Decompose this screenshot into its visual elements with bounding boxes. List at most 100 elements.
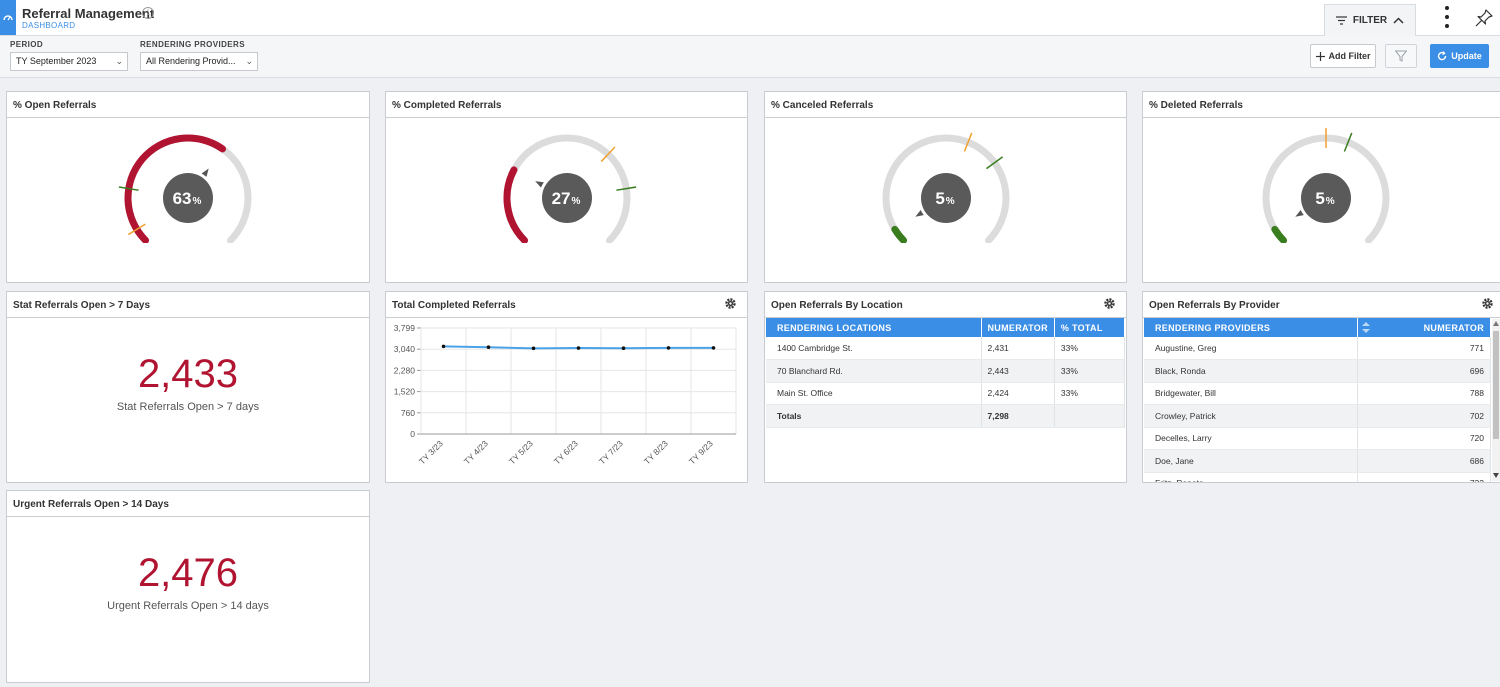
period-select-value: TY September 2023: [16, 56, 97, 66]
period-select[interactable]: TY September 2023 ⌄: [10, 52, 128, 71]
y-tick-label: 3,799: [394, 323, 416, 333]
data-point: [576, 346, 581, 350]
filter-bar: PERIOD TY September 2023 ⌄ RENDERING PRO…: [0, 36, 1500, 78]
gauge-card-canceled-referrals: % Canceled Referrals 5%: [764, 91, 1127, 283]
location-percent: 33%: [1054, 359, 1126, 383]
y-tick-label: 0: [410, 429, 415, 439]
table-row[interactable]: Main St. Office 2,424 33%: [766, 382, 1126, 405]
data-point: [441, 344, 446, 349]
provider-name: Bridgewater, Bill: [1144, 382, 1358, 405]
app-menu-tab[interactable]: [0, 0, 16, 35]
totals-row: Totals 7,298: [766, 404, 1126, 428]
total-completed-referrals-card: Total Completed Referrals 3,799 3,040 2,28…: [385, 291, 748, 483]
top-bar: Referral Management i DASHBOARD FILTER: [0, 0, 1500, 36]
gauge-value-arc: [503, 166, 528, 243]
column-header[interactable]: NUMERATOR: [981, 318, 1055, 337]
scroll-down-arrow-icon[interactable]: [1493, 473, 1499, 478]
add-filter-button[interactable]: Add Filter: [1310, 44, 1376, 68]
table-row[interactable]: Black, Ronda 696: [1144, 359, 1491, 383]
column-header[interactable]: % TOTAL: [1054, 318, 1126, 337]
card-title: Open Referrals By Location: [771, 300, 903, 311]
location-percent: 33%: [1054, 382, 1126, 405]
column-header[interactable]: RENDERING PROVIDERS: [1144, 318, 1358, 337]
card-title: % Deleted Referrals: [1149, 100, 1243, 111]
provider-name: Augustine, Greg: [1144, 337, 1358, 360]
column-header[interactable]: NUMERATOR: [1357, 318, 1491, 337]
gauge-hub: [920, 173, 971, 223]
app-subtitle: DASHBOARD: [22, 21, 76, 30]
goal-marker: [1343, 132, 1352, 152]
gauge-completed-referrals: 27%: [503, 134, 636, 243]
gear-icon[interactable]: [724, 297, 737, 310]
provider-name: Crowley, Patrick: [1144, 404, 1358, 428]
gauge-hub: [541, 173, 592, 223]
gauge-value-arc: [890, 225, 907, 243]
provider-table: RENDERING PROVIDERS NUMERATOR Augustine,…: [1144, 318, 1491, 482]
y-tick-label: 1,520: [394, 387, 416, 397]
provider-numerator: 686: [1357, 449, 1491, 473]
provider-numerator: 771: [1357, 337, 1491, 360]
stat-referrals-card: Stat Referrals Open > 7 Days 2,433 Stat …: [6, 291, 370, 483]
table-row[interactable]: 70 Blanchard Rd. 2,443 33%: [766, 359, 1126, 383]
provider-name: Black, Ronda: [1144, 359, 1358, 383]
urgent-referrals-value: 2,476: [137, 551, 239, 595]
scroll-up-arrow-icon[interactable]: [1493, 321, 1499, 326]
column-header[interactable]: RENDERING LOCATIONS: [766, 318, 982, 337]
table-row[interactable]: 1400 Cambridge St. 2,431 33%: [766, 337, 1126, 360]
x-tick-label: TY 4/23: [462, 438, 490, 466]
gear-icon[interactable]: [1481, 297, 1494, 310]
more-options-icon[interactable]: [1440, 6, 1454, 28]
filter-tab-label: FILTER: [1352, 15, 1388, 26]
table-row[interactable]: Bridgewater, Bill 788: [1144, 382, 1491, 405]
x-tick-label: TY 3/23: [417, 438, 445, 466]
filter-toggle-button[interactable]: FILTER: [1324, 4, 1416, 36]
update-button[interactable]: Update: [1430, 44, 1489, 68]
chevron-down-icon: ⌄: [245, 56, 253, 66]
table-row[interactable]: Decelles, Larry 720: [1144, 427, 1491, 450]
funnel-filter-button[interactable]: [1385, 44, 1417, 68]
table-row[interactable]: Crowley, Patrick 702: [1144, 404, 1491, 428]
y-tick-label: 3,040: [394, 344, 416, 354]
target-marker: [127, 223, 146, 236]
sort-icon[interactable]: [1361, 322, 1370, 333]
providers-select-value: All Rendering Provid...: [146, 56, 236, 66]
card-title: % Open Referrals: [13, 100, 97, 111]
table-row[interactable]: Fritz, Renata733: [1144, 472, 1491, 482]
gauge-hub: [1300, 173, 1351, 223]
numerator-header-label: NUMERATOR: [1423, 322, 1484, 333]
provider-numerator: 720: [1357, 427, 1491, 450]
location-name: 1400 Cambridge St.: [766, 337, 982, 360]
provider-numerator: 733: [1357, 472, 1491, 482]
provider-name: Fritz, Renata: [1144, 472, 1358, 482]
x-tick-label: TY 9/23: [687, 438, 715, 466]
table-row[interactable]: Doe, Jane 686: [1144, 449, 1491, 473]
provider-name: Doe, Jane: [1144, 449, 1358, 473]
provider-table-scrollbar[interactable]: [1492, 319, 1500, 481]
add-filter-label: Add Filter: [1328, 51, 1371, 61]
location-numerator: 2,424: [981, 382, 1055, 405]
stat-referrals-caption: Stat Referrals Open > 7 days: [116, 401, 260, 413]
urgent-referrals-caption: Urgent Referrals Open > 14 days: [107, 600, 269, 612]
scrollbar-thumb[interactable]: [1493, 331, 1499, 439]
y-tick-label: 2,280: [394, 365, 416, 375]
gauge-track: [882, 134, 1009, 243]
info-icon[interactable]: i: [142, 7, 154, 19]
card-title: Open Referrals By Provider: [1149, 300, 1280, 311]
gauge-value-arc: [124, 134, 226, 243]
gear-icon[interactable]: [1103, 297, 1116, 310]
data-point: [621, 346, 626, 351]
goal-marker: [615, 186, 636, 191]
totals-label: Totals: [766, 404, 982, 428]
rendering-providers-select[interactable]: All Rendering Provid... ⌄: [140, 52, 258, 71]
pin-icon[interactable]: [1474, 8, 1494, 28]
target-marker: [963, 132, 972, 152]
provider-numerator: 702: [1357, 404, 1491, 428]
target-marker: [600, 146, 615, 163]
totals-percent: [1054, 404, 1126, 428]
table-row[interactable]: Augustine, Greg 771: [1144, 337, 1491, 360]
provider-numerator: 696: [1357, 359, 1491, 383]
card-title: % Canceled Referrals: [771, 100, 874, 111]
card-title: Total Completed Referrals: [392, 300, 516, 311]
location-table: RENDERING LOCATIONS NUMERATOR % TOTAL 14…: [766, 318, 1126, 428]
refresh-icon: [1438, 51, 1447, 61]
